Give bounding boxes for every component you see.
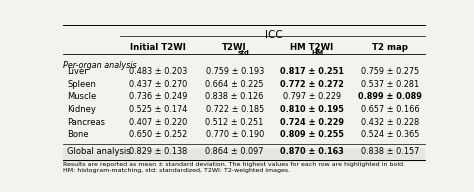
Text: 0.838 ± 0.126: 0.838 ± 0.126 [205,93,264,101]
Text: 0.407 ± 0.220: 0.407 ± 0.220 [129,118,188,127]
Text: 0.838 ± 0.157: 0.838 ± 0.157 [361,147,419,156]
Text: 0.770 ± 0.190: 0.770 ± 0.190 [206,130,264,139]
Text: std: std [237,50,249,56]
Text: T2 map: T2 map [372,43,408,52]
Text: T2WI: T2WI [222,43,247,52]
Text: 0.772 ± 0.272: 0.772 ± 0.272 [280,80,344,89]
Text: Muscle: Muscle [67,93,97,101]
Text: 0.829 ± 0.138: 0.829 ± 0.138 [129,147,188,156]
Text: 0.736 ± 0.249: 0.736 ± 0.249 [129,93,188,101]
Text: HM T2WI: HM T2WI [290,43,333,52]
Text: Bone: Bone [67,130,89,139]
Text: 0.537 ± 0.281: 0.537 ± 0.281 [361,80,419,89]
Text: HM: HM [311,50,324,56]
Text: 0.759 ± 0.193: 0.759 ± 0.193 [206,67,264,76]
Text: 0.810 ± 0.195: 0.810 ± 0.195 [280,105,344,114]
Text: 0.759 ± 0.275: 0.759 ± 0.275 [361,67,419,76]
Text: 0.650 ± 0.252: 0.650 ± 0.252 [129,130,188,139]
Text: Initial T2WI: Initial T2WI [130,43,186,52]
Text: 0.525 ± 0.174: 0.525 ± 0.174 [129,105,188,114]
FancyBboxPatch shape [63,148,425,162]
Text: 0.864 ± 0.097: 0.864 ± 0.097 [205,147,264,156]
Text: Spleen: Spleen [67,80,96,89]
Text: 0.724 ± 0.229: 0.724 ± 0.229 [280,118,344,127]
Text: 0.809 ± 0.255: 0.809 ± 0.255 [280,130,344,139]
Text: 0.657 ± 0.166: 0.657 ± 0.166 [361,105,419,114]
Text: 0.817 ± 0.251: 0.817 ± 0.251 [280,67,344,76]
Text: 0.432 ± 0.228: 0.432 ± 0.228 [361,118,419,127]
Text: 0.870 ± 0.163: 0.870 ± 0.163 [280,147,344,156]
Text: 0.512 ± 0.251: 0.512 ± 0.251 [205,118,264,127]
Text: Pancreas: Pancreas [67,118,105,127]
Text: 0.483 ± 0.203: 0.483 ± 0.203 [129,67,188,76]
Text: 0.797 ± 0.229: 0.797 ± 0.229 [283,93,341,101]
Text: Liver: Liver [67,67,88,76]
Text: Kidney: Kidney [67,105,96,114]
Text: 0.524 ± 0.365: 0.524 ± 0.365 [361,130,419,139]
Text: Results are reported as mean ± standard deviation. The highest values for each r: Results are reported as mean ± standard … [63,162,405,167]
Text: Per-organ analysis: Per-organ analysis [63,61,137,70]
Text: 0.664 ± 0.225: 0.664 ± 0.225 [205,80,264,89]
Text: 0.437 ± 0.270: 0.437 ± 0.270 [129,80,188,89]
Text: 0.722 ± 0.185: 0.722 ± 0.185 [206,105,264,114]
Text: ICC: ICC [265,30,283,40]
Text: 0.899 ± 0.089: 0.899 ± 0.089 [358,93,422,101]
Text: HM: histogram-matching, std: standardized, T2WI: T2-weighted images.: HM: histogram-matching, std: standardize… [63,168,290,173]
Text: Global analysis: Global analysis [67,147,131,156]
